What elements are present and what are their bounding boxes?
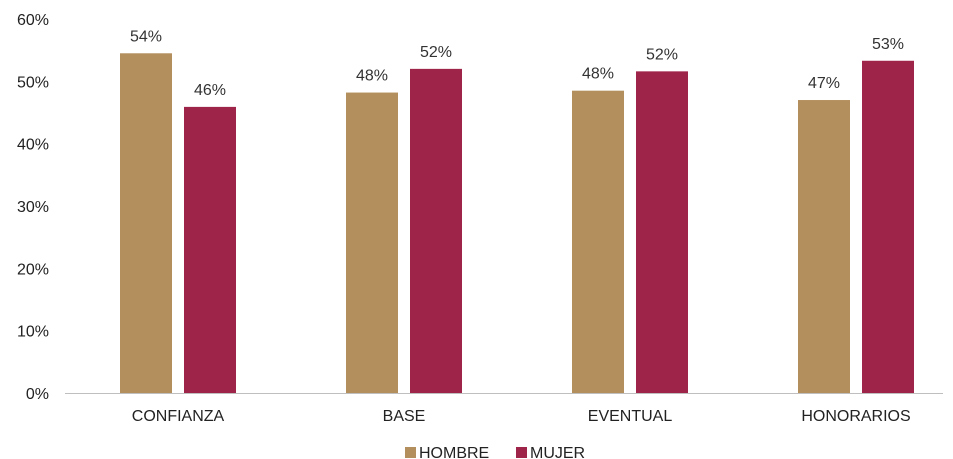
legend-swatch-mujer [516, 447, 527, 458]
data-labels: 54% 48% 48% 47% 46% 52% 52% 53% [130, 28, 904, 99]
bars [120, 53, 914, 394]
x-tick-label: CONFIANZA [132, 408, 225, 425]
data-label: 52% [646, 46, 678, 63]
bar-mujer-base [410, 68, 462, 393]
data-label: 54% [130, 28, 162, 45]
data-label: 53% [872, 36, 904, 53]
legend-swatch-hombre [405, 447, 416, 458]
bar-mujer-eventual [636, 71, 688, 394]
bar-hombre-base [346, 92, 398, 393]
y-tick-label: 60% [17, 12, 49, 29]
x-axis: CONFIANZA BASE EVENTUAL HONORARIOS [132, 408, 911, 425]
x-tick-label: BASE [383, 408, 426, 425]
data-label: 46% [194, 82, 226, 99]
y-tick-label: 40% [17, 137, 49, 154]
data-label: 48% [582, 66, 614, 83]
data-label: 52% [420, 44, 452, 61]
bar-hombre-eventual [572, 90, 624, 393]
x-tick-label: HONORARIOS [801, 408, 910, 425]
data-label: 47% [808, 75, 840, 92]
bar-mujer-confianza [184, 106, 236, 393]
legend: HOMBRE MUJER [405, 445, 585, 459]
bar-mujer-honorarios [862, 60, 914, 393]
legend-label-mujer: MUJER [530, 445, 585, 459]
y-tick-label: 20% [17, 261, 49, 278]
x-tick-label: EVENTUAL [588, 408, 673, 425]
y-tick-label: 30% [17, 199, 49, 216]
bar-hombre-honorarios [798, 100, 850, 394]
bar-hombre-confianza [120, 53, 172, 394]
y-tick-label: 50% [17, 74, 49, 91]
y-axis: 0% 10% 20% 30% 40% 50% 60% [17, 12, 49, 403]
y-tick-label: 10% [17, 324, 49, 341]
y-tick-label: 0% [26, 386, 49, 403]
legend-label-hombre: HOMBRE [419, 445, 489, 459]
data-label: 48% [356, 68, 388, 85]
